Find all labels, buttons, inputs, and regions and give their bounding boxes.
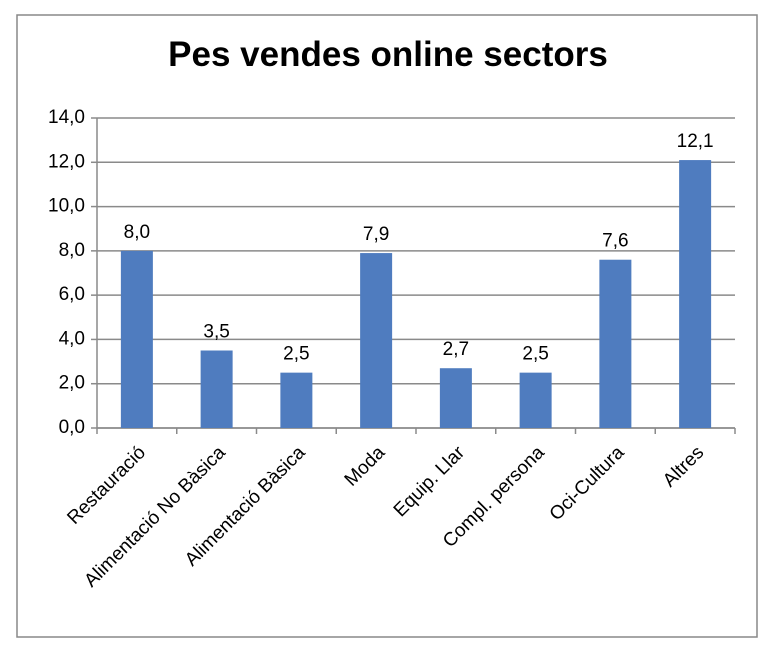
value-label: 3,5 — [203, 322, 229, 343]
bar — [439, 368, 472, 428]
value-label: 12,1 — [677, 131, 714, 152]
value-label: 7,9 — [363, 224, 389, 245]
y-tick-label: 10,0 — [48, 196, 85, 217]
chart-title: Pes vendes online sectors — [168, 35, 608, 74]
bar — [200, 350, 233, 428]
y-tick-label: 2,0 — [59, 373, 85, 394]
y-tick-label: 14,0 — [48, 107, 85, 128]
y-tick-label: 8,0 — [59, 240, 85, 261]
y-tick-label: 6,0 — [59, 284, 85, 305]
bar — [280, 372, 313, 428]
bar — [519, 372, 552, 428]
value-label: 7,6 — [602, 231, 628, 252]
y-tick-label: 4,0 — [59, 328, 85, 349]
bar — [360, 253, 393, 428]
value-label: 2,5 — [522, 344, 548, 365]
y-tick-label: 0,0 — [59, 417, 85, 438]
value-label: 8,0 — [124, 222, 150, 243]
bar — [599, 259, 632, 428]
value-label: 2,7 — [443, 339, 469, 360]
y-tick-label: 12,0 — [48, 151, 85, 172]
bar — [120, 250, 153, 428]
value-label: 2,5 — [283, 344, 309, 365]
bar — [679, 160, 712, 429]
